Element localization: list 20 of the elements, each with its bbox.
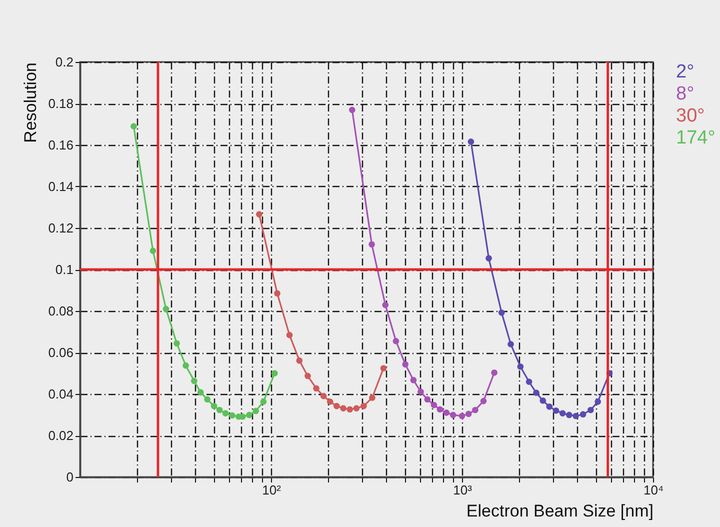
y-tick-label: 0 — [66, 470, 74, 484]
text: 8° — [676, 84, 694, 104]
y-tick-label: 0.06 — [48, 345, 74, 360]
y-tick-label: 0.04 — [48, 386, 74, 402]
text: 30° — [676, 106, 705, 126]
x-tick-label: 10² — [262, 482, 282, 498]
y-tick-label: 0.02 — [48, 428, 74, 443]
y-tick-label: 0.18 — [48, 96, 74, 111]
y-tick-label: 0.2 — [55, 54, 74, 70]
x-axis-title: Electron Beam Size [nm] — [466, 502, 654, 520]
x-tick-label: 10⁴ — [643, 482, 664, 498]
text: 2° — [676, 62, 694, 82]
y-tick-label: 0.12 — [48, 220, 74, 236]
y-tick-label: 0.14 — [48, 179, 74, 194]
y-tick-label: 0.08 — [48, 304, 74, 318]
y-tick-label: 0.16 — [48, 138, 74, 152]
x-tick-label: 10³ — [453, 482, 473, 498]
text: 174° — [676, 128, 716, 148]
y-tick-label: 0.1 — [55, 262, 74, 277]
y-axis-title: Resolution — [21, 62, 40, 143]
